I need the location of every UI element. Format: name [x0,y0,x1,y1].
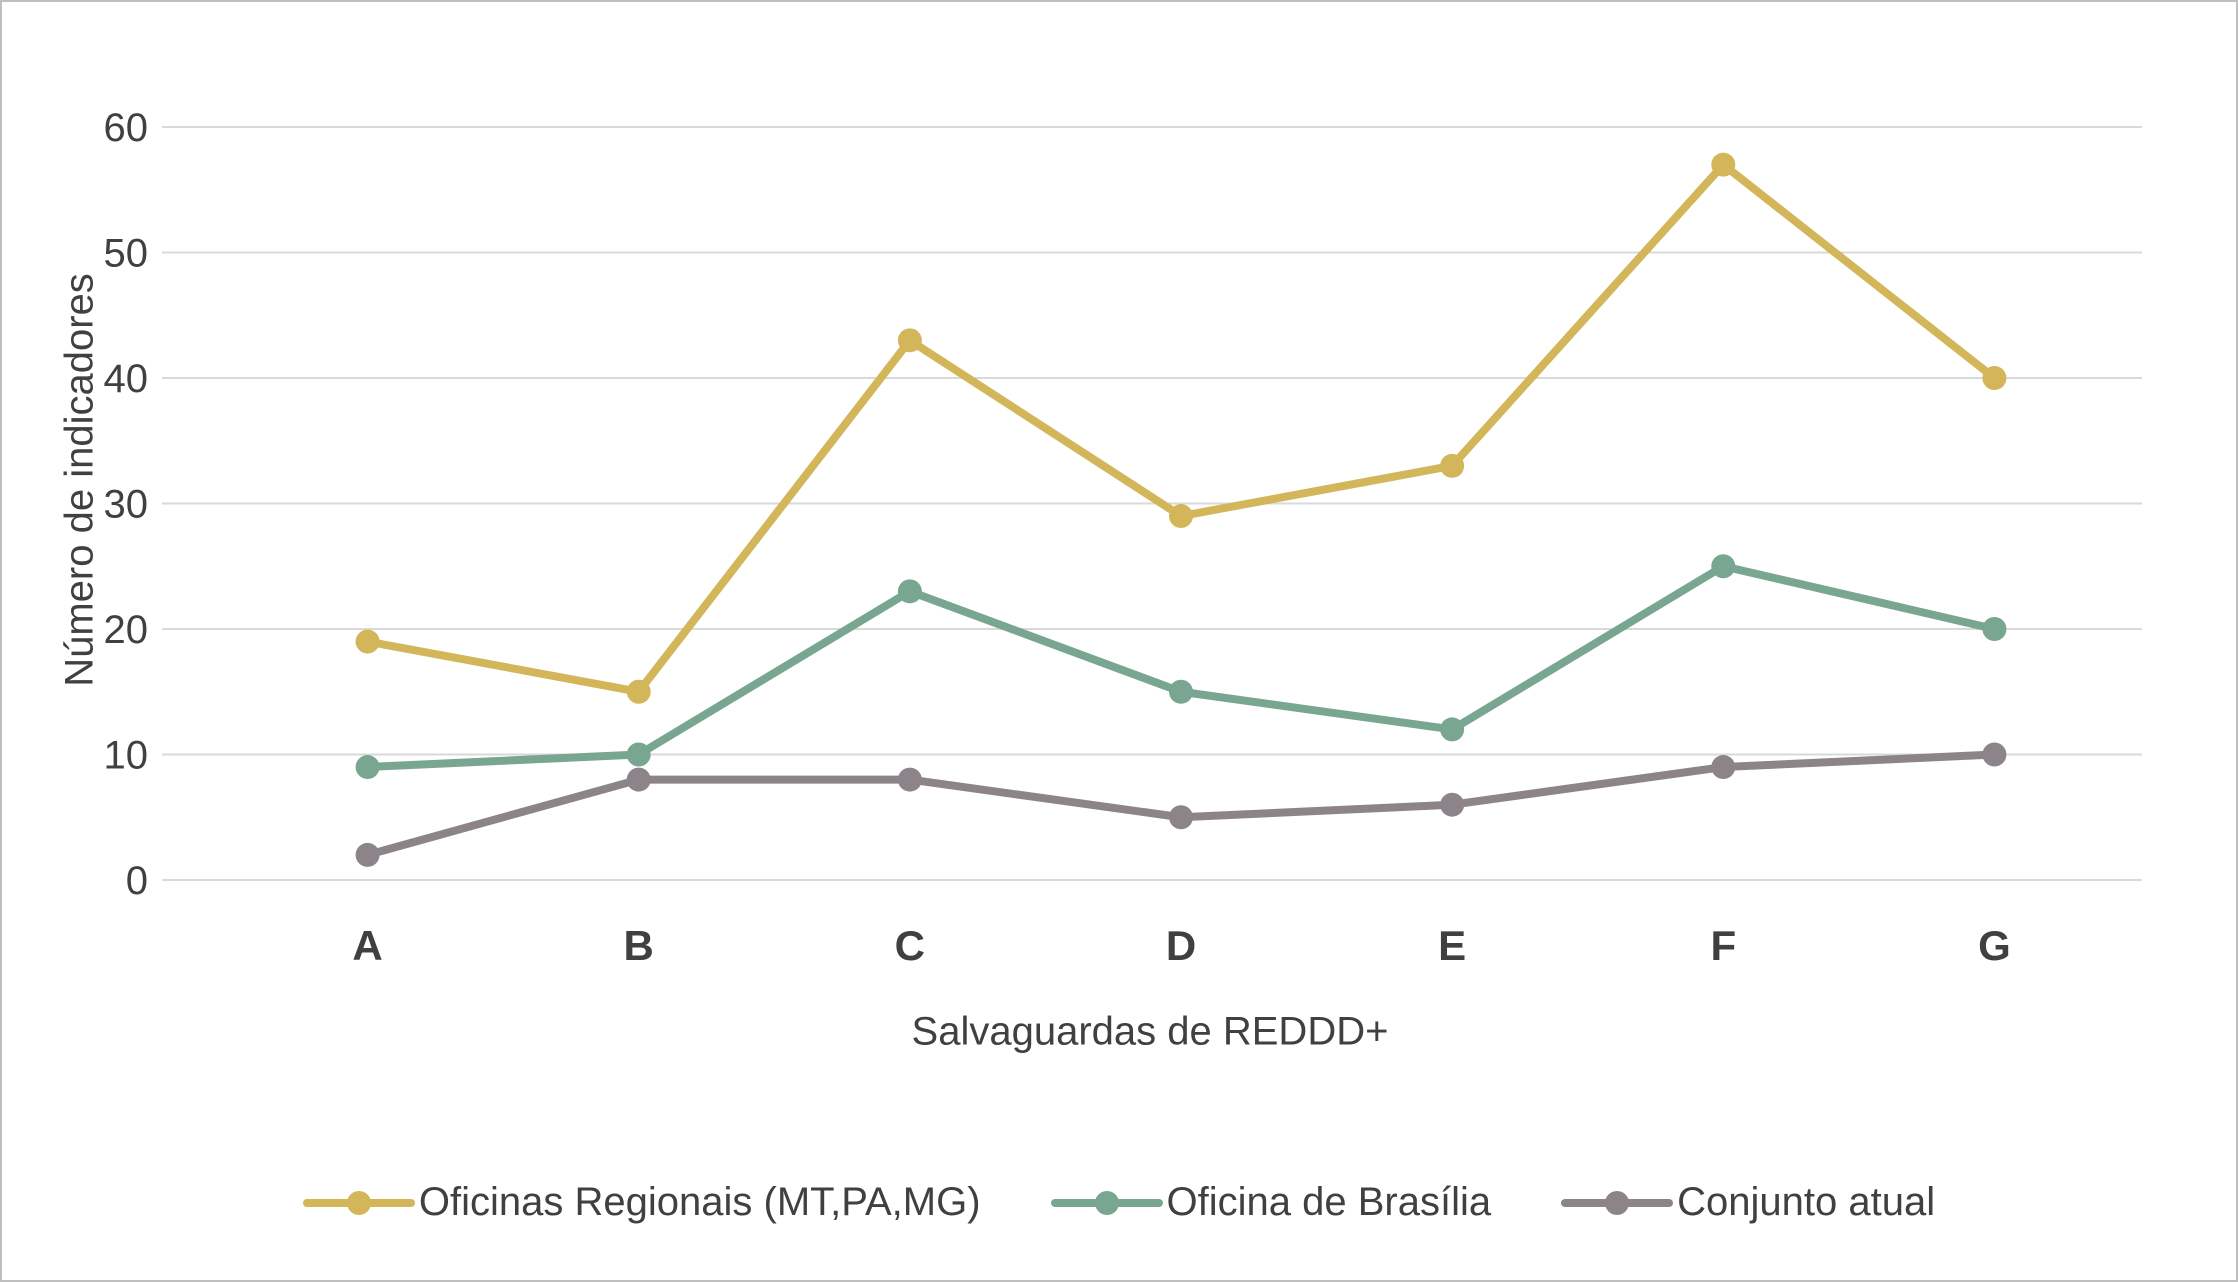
data-point-marker [1169,805,1193,830]
data-point-marker [1169,679,1193,704]
y-tick-label: 20 [104,608,149,652]
data-point-marker [355,842,380,867]
data-point-marker [626,767,651,792]
data-point-marker [1711,152,1736,177]
x-category-label: D [1166,922,1196,969]
data-point-marker [1982,742,2007,767]
data-point-marker [897,767,922,792]
data-point-marker [355,755,380,780]
legend-label: Conjunto atual [1677,1180,1936,1224]
legend-item-conjunto-atual: Conjunto atual [1561,1180,1935,1225]
data-point-marker [1711,554,1736,579]
data-point-marker [1440,792,1465,817]
y-tick-label: 0 [126,859,148,903]
data-point-marker [1440,453,1465,478]
legend-item-oficinas-regionais: Oficinas Regionais (MT,PA,MG) [302,1180,981,1225]
data-point-marker [1440,717,1465,742]
y-tick-label: 30 [104,483,149,527]
series-line [363,562,1999,772]
data-point-marker [1711,755,1736,780]
data-point-marker [1982,617,2007,641]
series-line [363,160,1999,696]
legend: Oficinas Regionais (MT,PA,MG) Oficina de… [2,1180,2236,1225]
legend-line-marker-icon [1561,1190,1674,1215]
x-axis-title: Salvaguardas de REDDD+ [911,1009,1389,1054]
legend-label: Oficinas Regionais (MT,PA,MG) [418,1180,981,1224]
x-category-label: A [352,922,382,969]
x-category-label: B [624,922,654,969]
y-axis-title: Número de indicadores [57,273,102,687]
legend-item-oficina-brasilia: Oficina de Brasília [1050,1180,1492,1225]
legend-line-marker-icon [302,1190,415,1215]
data-point-marker [897,328,922,353]
legend-dot-icon [1605,1190,1630,1215]
y-tick-label: 10 [104,734,149,778]
legend-dot-icon [346,1190,371,1215]
legend-line-marker-icon [1050,1190,1163,1215]
data-point-marker [626,742,651,767]
y-tick-label: 50 [104,232,149,276]
series-line [363,750,1999,859]
data-point-marker [897,579,922,604]
x-category-label: E [1438,922,1466,969]
data-point-marker [1982,366,2007,390]
x-category-label: G [1978,922,2011,969]
y-tick-label: 60 [104,106,149,150]
x-category-label: F [1710,922,1736,969]
legend-label: Oficina de Brasília [1166,1180,1492,1224]
data-point-marker [626,679,651,704]
x-category-label: C [895,922,925,969]
y-tick-label: 40 [104,357,149,401]
data-point-marker [355,629,380,654]
data-point-marker [1169,504,1193,529]
legend-dot-icon [1094,1190,1119,1215]
